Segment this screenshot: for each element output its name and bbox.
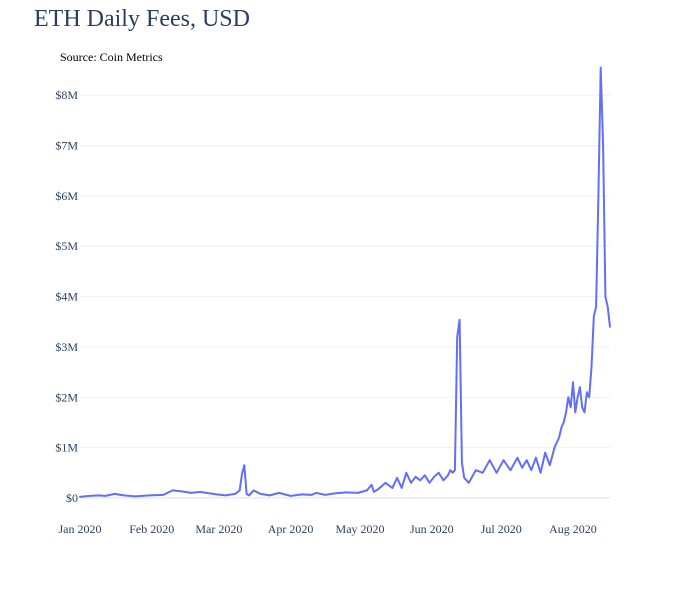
x-tick-label: Jan 2020 (59, 522, 102, 536)
x-tick-label: Aug 2020 (549, 522, 597, 536)
y-tick-label: $7M (55, 139, 78, 153)
x-tick-label: Jun 2020 (410, 522, 454, 536)
chart-subtitle: Source: Coin Metrics (60, 50, 163, 64)
x-tick-label: Feb 2020 (129, 522, 174, 536)
series-line-0 (79, 66, 611, 498)
chart-title: ETH Daily Fees, USD (34, 6, 250, 32)
plot-area (79, 66, 611, 498)
y-tick-label: $8M (55, 88, 78, 102)
y-tick-label: $3M (55, 340, 78, 354)
y-tick-label: $6M (55, 189, 78, 203)
y-tick-label: $4M (55, 290, 78, 304)
x-axis-ticks: Jan 2020 Feb 2020 Mar 2020 Apr 2020 May 2020… (59, 522, 597, 536)
y-tick-label: $5M (55, 239, 78, 253)
x-tick-label: Apr 2020 (268, 522, 314, 536)
x-tick-label: Mar 2020 (195, 522, 242, 536)
y-tick-label: $0 (66, 491, 78, 505)
gridlines (80, 94, 610, 499)
y-tick-label: $1M (55, 441, 78, 455)
y-tick-label: $2M (55, 390, 78, 404)
x-tick-label: May 2020 (336, 522, 385, 536)
y-axis-ticks: $0 $1M $2M $3M $4M $5M $6M $7M $8M (55, 88, 78, 505)
x-tick-label: Jul 2020 (481, 522, 522, 536)
